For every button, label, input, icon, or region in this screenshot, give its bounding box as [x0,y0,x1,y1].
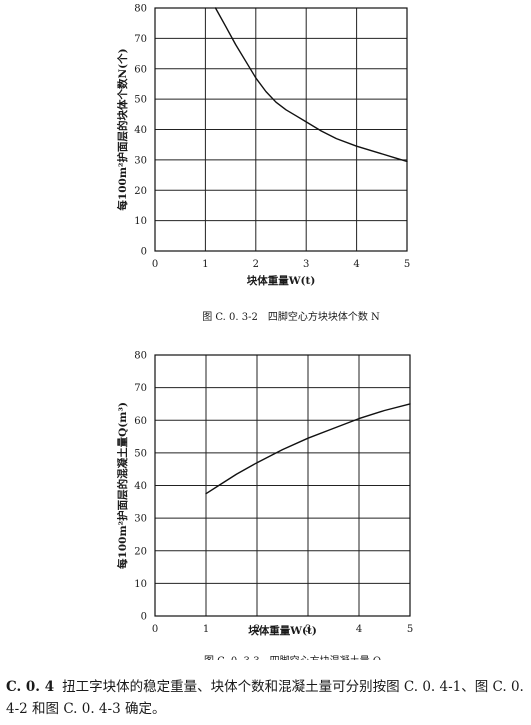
chart-2: 0 1 2 3 4 501020304050607080块体重量W(t)每100m²护面层… [116,351,413,661]
y-tick-label: 0 [141,247,147,258]
plot-frame [154,7,408,252]
y-tick-label: 30 [134,155,147,166]
y-tick-label: 10 [134,579,147,590]
x-tick-label: 1 [203,624,209,635]
y-tick-label: 60 [134,64,147,75]
x-tick-label: 1 [202,259,208,270]
y-tick-label: 80 [134,4,147,15]
y-tick-label: 50 [134,448,147,459]
figure-caption: 图 C. 0. 3-2 四脚空心方块块体个数 N [202,310,380,323]
y-tick-label: 80 [134,351,147,362]
x-tick-label: 4 [353,259,359,270]
y-tick-label: 20 [134,546,147,557]
series-line-1 [205,403,411,495]
y-tick-label: 40 [134,481,147,492]
plot-frame [154,354,411,617]
x-axis-label: 块体重量W(t) [247,274,316,287]
x-axis-label: 块体重量W(t) [248,624,317,637]
body-paragraph: C. 0. 4 扭工字块体的稳定重量、块体个数和混凝土量可分别按图 C. 0. 4… [6,676,524,720]
x-tick-label: 3 [305,624,311,635]
x-tick-label: 4 [356,624,362,635]
x-tick-label: 0 [152,259,158,270]
y-axis-label: 每100m²护面层的块体个数N(个) [116,48,129,210]
x-tick-label: 5 [407,624,413,635]
y-tick-label: 70 [134,34,147,45]
x-tick-label: 3 [303,259,309,270]
y-tick-label: 10 [134,216,147,227]
x-tick-label: 2 [253,259,259,270]
y-tick-label: 40 [134,125,147,136]
section-number: C. 0. 4 [6,679,55,695]
series-line-1 [214,7,408,163]
y-tick-label: 60 [134,416,147,427]
chart-1: 0 1 2 3 4 501020304050607080块体重量W(t)每100m²护面层… [116,4,410,324]
charts-canvas: 0 1 2 3 4 501020304050607080块体重量W(t)每100m²护面层… [116,4,413,661]
y-tick-label: 50 [134,95,147,106]
x-tick-label: 5 [404,259,410,270]
figure-caption: 图 C. 0. 3-3 四脚空心方块混凝土量 Q [204,654,381,660]
paragraph-text: 扭工字块体的稳定重量、块体个数和混凝土量可分别按图 C. 0. 4-1、图 C.… [6,679,524,717]
x-tick-label: 0 [152,624,158,635]
y-tick-label: 70 [134,383,147,394]
y-tick-label: 20 [134,186,147,197]
y-axis-label: 每100m²护面层的混凝土量Q(m³) [116,402,129,569]
y-tick-label: 0 [141,612,147,623]
x-tick-label: 2 [254,624,260,635]
y-tick-label: 30 [134,514,147,525]
